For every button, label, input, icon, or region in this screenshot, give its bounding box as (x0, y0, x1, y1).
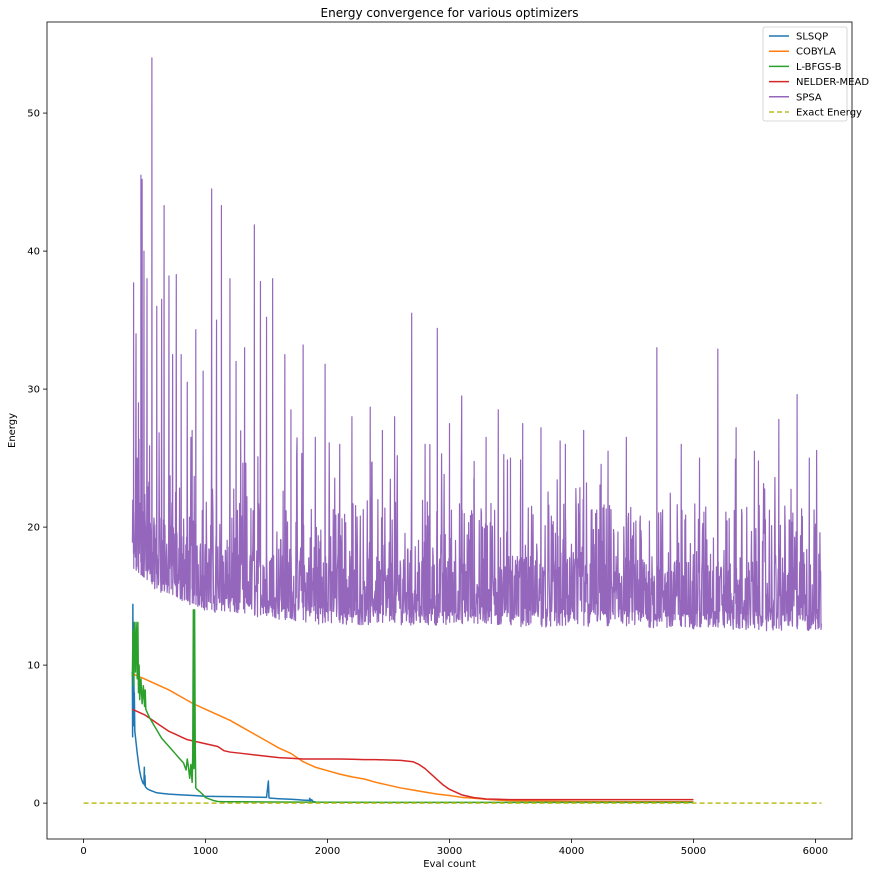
series-line-l-bfgs-b (131, 609, 694, 804)
x-axis-label: Eval count (423, 859, 476, 870)
chart-title: Energy convergence for various optimizer… (321, 6, 579, 20)
y-tick-label: 0 (34, 799, 40, 810)
x-tick-label: 3000 (437, 846, 462, 857)
ticks-layer: 0 1000 2000 3000 4000 5000 6000 0 10 20 30 40 50 (27, 109, 828, 857)
legend-label: COBYLA (796, 47, 836, 58)
series-line-spsa (131, 57, 822, 632)
legend: SLSQP COBYLA L-BFGS-B NELDER-MEAD SPSA Exact … (762, 26, 869, 122)
y-tick-label: 30 (27, 385, 40, 396)
legend-label: NELDER-MEAD (796, 77, 869, 88)
y-tick-label: 20 (27, 523, 40, 534)
x-tick-label: 5000 (681, 846, 706, 857)
series-layer (83, 57, 822, 804)
series-line-nelder-mead (132, 708, 694, 801)
y-tick-label: 40 (27, 247, 40, 258)
series-line-slsqp (131, 603, 316, 803)
x-tick-label: 6000 (803, 846, 828, 857)
x-tick-label: 2000 (315, 846, 340, 857)
y-axis-label: Energy (7, 413, 18, 448)
y-tick-label: 10 (27, 661, 40, 672)
y-tick-label: 50 (27, 109, 40, 120)
legend-label: Exact Energy (796, 108, 862, 119)
x-tick-label: 4000 (559, 846, 584, 857)
legend-label: SPSA (796, 92, 822, 103)
x-tick-label: 0 (80, 846, 86, 857)
legend-label: L-BFGS-B (796, 62, 842, 73)
x-tick-label: 1000 (193, 846, 218, 857)
legend-label: SLSQP (796, 32, 828, 43)
